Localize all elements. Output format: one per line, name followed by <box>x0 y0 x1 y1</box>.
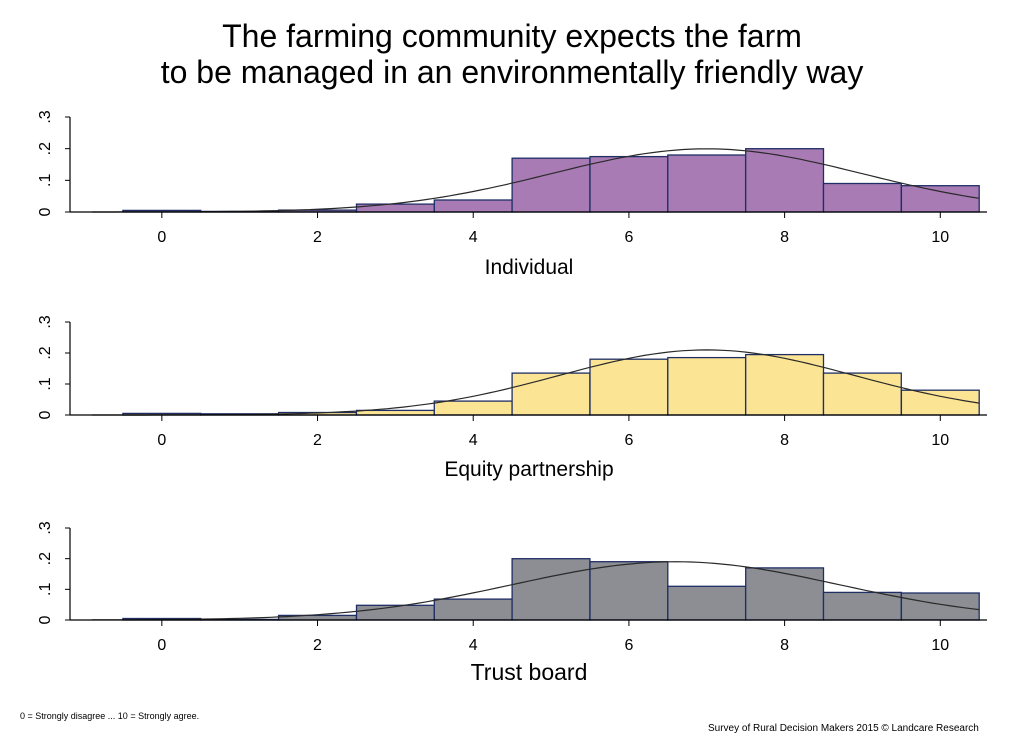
bar-2-8 <box>745 353 825 416</box>
x-tick-label-2-1: 2 <box>313 432 322 449</box>
x-tick-label-3-0: 0 <box>157 637 166 654</box>
bar-1-4 <box>433 199 513 213</box>
bar-2-9 <box>822 372 902 416</box>
x-tick-label-3-3: 6 <box>624 637 633 654</box>
x-tick-label-2-2: 4 <box>469 432 478 449</box>
y-tick-label-2-0: 0 <box>37 410 54 419</box>
y-tick-label-1-0: 0 <box>37 207 54 216</box>
bar-1-7 <box>667 154 747 213</box>
x-tick-label-2-5: 10 <box>931 432 949 449</box>
x-tick-label-3-4: 8 <box>780 637 789 654</box>
bar-3-3 <box>355 604 435 621</box>
x-tick-label-1-3: 6 <box>624 229 633 246</box>
chart-title-line-1: The farming community expects the farm <box>222 18 802 54</box>
bar-3-8 <box>745 567 825 621</box>
bar-1-6 <box>589 155 669 213</box>
x-tick-label-2-0: 0 <box>157 432 166 449</box>
chart-title: The farming community expects the farm t… <box>0 18 1024 90</box>
y-tick-label-1-3: .3 <box>37 110 54 123</box>
bar-1-3 <box>355 203 435 213</box>
y-tick-label-2-3: .3 <box>37 315 54 328</box>
x-tick-label-1-4: 8 <box>780 229 789 246</box>
density-curve-1 <box>91 148 980 213</box>
y-tick-label-1-1: .1 <box>37 174 54 187</box>
x-tick-label-1-2: 4 <box>469 229 478 246</box>
y-tick-label-3-2: .2 <box>37 552 54 565</box>
bar-1-5 <box>511 157 591 213</box>
bar-1-8 <box>745 148 825 213</box>
y-tick-label-3-3: .3 <box>37 521 54 534</box>
bar-1-10 <box>900 185 980 213</box>
x-tick-label-2-3: 6 <box>624 432 633 449</box>
x-tick-label-3-2: 4 <box>469 637 478 654</box>
bar-3-4 <box>433 598 513 621</box>
bar-3-6 <box>589 561 669 621</box>
source-footnote: Survey of Rural Decision Makers 2015 © L… <box>708 723 979 734</box>
x-tick-label-1-5: 10 <box>931 229 949 246</box>
x-tick-label-1-0: 0 <box>157 229 166 246</box>
x-tick-label-1-1: 2 <box>313 229 322 246</box>
panel-label-2: Equity partnership <box>444 458 613 481</box>
bar-1-9 <box>822 182 902 213</box>
x-tick-label-3-1: 2 <box>313 637 322 654</box>
y-tick-label-2-1: .1 <box>37 377 54 390</box>
bar-2-4 <box>433 400 513 416</box>
x-tick-label-2-4: 8 <box>780 432 789 449</box>
y-tick-label-1-2: .2 <box>37 142 54 155</box>
density-curve-3 <box>91 561 980 621</box>
scale-footnote: 0 = Strongly disagree ... 10 = Strongly … <box>20 711 200 721</box>
y-tick-label-3-1: .1 <box>37 583 54 596</box>
panel-label-3: Trust board <box>471 659 588 685</box>
bar-2-3 <box>355 409 435 416</box>
bar-2-5 <box>511 372 591 416</box>
bar-3-10 <box>900 592 980 621</box>
bar-3-7 <box>667 585 747 621</box>
y-tick-label-3-0: 0 <box>37 615 54 624</box>
panel-label-1: Individual <box>485 256 574 279</box>
chart-title-line-2: to be managed in an environmentally frie… <box>160 54 864 90</box>
bar-2-6 <box>589 358 669 416</box>
x-tick-label-3-5: 10 <box>931 637 949 654</box>
y-tick-label-2-2: .2 <box>37 346 54 359</box>
bar-2-7 <box>667 356 747 416</box>
bar-3-9 <box>822 591 902 621</box>
bar-3-5 <box>511 558 591 621</box>
bar-2-10 <box>900 389 980 416</box>
